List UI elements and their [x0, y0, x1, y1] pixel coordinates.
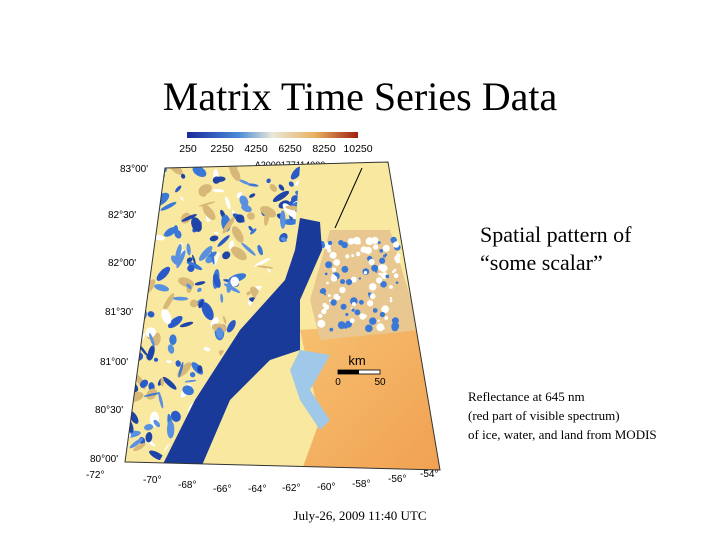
colorbar-tick: 4250 [244, 143, 268, 155]
colorbar [187, 132, 358, 138]
source-line: of ice, water, and land from MODIS [468, 427, 657, 442]
lon-label: -66° [213, 484, 231, 495]
source-line: (red part of visible spectrum) [468, 408, 620, 423]
colorbar-ticks: 250 2250 4250 6250 8250 10250 [179, 143, 373, 155]
scale-tick: 0 [335, 377, 341, 388]
lon-labels: -72° -70° -68° -66° -64° -62° -60° -58° -56° -54° [86, 469, 438, 495]
lon-label: -70° [143, 475, 161, 486]
lon-label: -68° [178, 480, 196, 491]
lat-label: 80°30' [95, 405, 123, 416]
lon-label: -54° [420, 469, 438, 480]
lon-label: -64° [248, 484, 266, 495]
colorbar-tick: 10250 [343, 143, 372, 155]
lon-label: -58° [352, 479, 370, 490]
caption-line: Spatial pattern of [480, 222, 632, 247]
lon-label: -60° [317, 482, 335, 493]
lat-labels: 83°00' 82°30' 82°00' 81°30' 81°00' 80°30' 80°0… [90, 164, 148, 465]
lat-label: 82°00' [108, 258, 136, 269]
source-line: Reflectance at 645 nm [468, 389, 585, 404]
lon-label: -72° [86, 470, 104, 481]
lat-label: 80°00' [90, 454, 118, 465]
scale-unit: km [348, 353, 365, 368]
date: July-26, 2009 11:40 UTC [293, 508, 426, 523]
colorbar-tick: 2250 [210, 143, 234, 155]
colorbar-tick: 8250 [312, 143, 336, 155]
lat-label: 81°30' [105, 307, 133, 318]
lon-label: -62° [282, 483, 300, 494]
lat-label: 81°00' [100, 357, 128, 368]
title: Matrix Time Series Data [163, 74, 558, 119]
caption-line: “some scalar” [480, 250, 603, 275]
scale-bar [338, 370, 359, 374]
scale-tick: 50 [374, 377, 386, 388]
map-frame [124, 161, 441, 471]
lat-label: 83°00' [120, 164, 148, 175]
colorbar-tick: 250 [179, 143, 197, 155]
lat-label: 82°30' [108, 210, 136, 221]
colorbar-tick: 6250 [278, 143, 302, 155]
lon-label: -56° [388, 474, 406, 485]
map-image [125, 162, 440, 470]
